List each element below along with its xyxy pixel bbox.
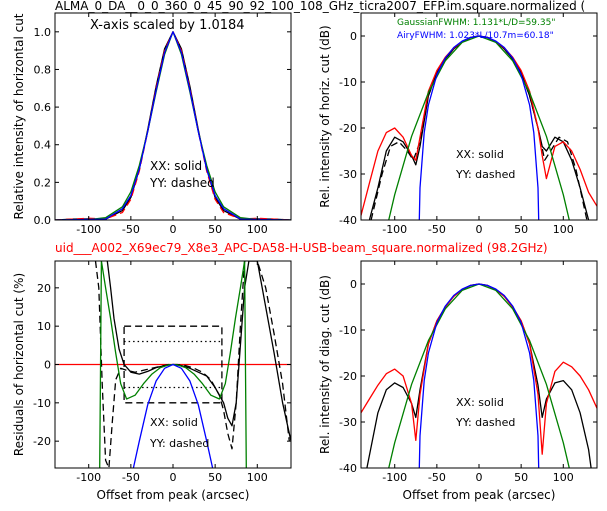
x-tick-label: 100 [553,471,574,484]
label-yy-dashed: YY: dashed [149,176,215,190]
y-axis-label: Rel. intensity of horiz. cut (dB) [318,25,332,207]
x-tick-label: -100 [76,471,101,484]
label-xx-solid: XX: solid [150,416,198,429]
x-tick-label: 50 [514,471,528,484]
series-line-red-dashed [55,31,291,220]
x-tick-label: -100 [76,223,101,236]
y-axis-label: Residuals of horizontal cut (%) [12,273,26,456]
x-tick-label: -50 [428,223,446,236]
x-tick-label: 100 [553,223,574,236]
x-tick-label: 0 [170,471,177,484]
x-tick-label: 0 [476,223,483,236]
series-line-blue-solid [132,363,214,468]
y-tick-label: 0.4 [34,139,52,152]
y-tick-label: 1.0 [34,26,52,39]
series-group [55,31,291,220]
x-tick-label: 50 [514,223,528,236]
x-tick-label: -50 [122,223,140,236]
chart-horiz-db: -100 -50 0 50 100 0 -10 -20 -30 -40 Rel. intensity… [318,12,598,236]
legend-airy: AiryFWHM: 1.023*L/10.7m=60.18" [397,31,554,41]
y-tick-label: 0 [44,359,51,372]
x-tick-label: 100 [247,471,268,484]
series-line-black-solid [55,31,291,220]
series-line-blue-solid [55,31,291,220]
series-line-black-solid [366,283,592,468]
x-axis-label: Offset from peak (arcsec) [97,488,250,502]
y-tick-label: -10 [339,324,357,337]
series-line-black-dashed [370,35,588,220]
series-line-black-solid [368,35,590,220]
chart-diag-db: -100 -50 0 50 100 0 -10 -20 -30 -40 Rel. intensity… [318,260,598,502]
y-tick-label: 0.2 [34,176,52,189]
figure-title-mid: uid___A002_X69ec79_X8e3_APC-DA58-H-USB-b… [55,241,548,255]
series-line-blue-solid [418,35,540,220]
y-tick-label: -20 [339,122,357,135]
y-tick-label: -20 [33,435,51,448]
y-tick-label: -30 [339,416,357,429]
y-tick-label: -40 [339,214,357,227]
y-axis-label: Rel. intensity of diag. cut (dB) [318,275,332,454]
series-line-green-solid [55,31,291,220]
series-group [361,35,597,220]
scale-annotation: X-axis scaled by 1.0184 [90,18,245,33]
label-yy-dashed: YY: dashed [455,168,515,181]
plot-panels: -100 -50 0 50 1000.00.20.40.60.81.0Relative … [12,12,598,502]
label-yy-dashed: YY: dashed [455,416,515,429]
y-tick-label: 0.0 [34,214,52,227]
y-tick-label: 0 [350,278,357,291]
y-tick-label: 0 [350,30,357,43]
y-tick-label: -30 [339,168,357,181]
y-tick-label: 10 [37,320,51,333]
label-yy-dashed: YY: dashed [149,437,209,450]
figure-title-top: ALMA_0_DA__0_0_360_0_45_90_92_100_108_GH… [55,0,585,13]
x-tick-label: 0 [170,223,177,236]
label-xx-solid: XX: solid [456,396,504,409]
x-tick-label: 50 [208,471,222,484]
x-tick-label: 100 [247,223,268,236]
series-line-black-solid [106,261,291,442]
x-tick-label: -50 [122,471,140,484]
y-tick-label: -10 [339,76,357,89]
x-tick-label: -100 [382,223,407,236]
y-tick-label: -40 [339,462,357,475]
y-tick-label: 0.6 [34,101,52,114]
series-group [55,261,291,468]
y-tick-label: 20 [37,282,51,295]
label-xx-solid: XX: solid [150,159,202,173]
x-axis-label: Offset from peak (arcsec) [403,488,556,502]
chart-horiz-linear: -100 -50 0 50 100 0.0 0.2 0.4 0.6 0.8 1.0 Relative … [12,12,292,236]
y-axis-label: Relative intensity of horizontal cut [12,13,26,219]
y-tick-label: -20 [339,370,357,383]
series-line-black-dashed [123,325,223,404]
series-line-black-dashed [94,261,290,468]
y-tick-label: -10 [33,397,51,410]
y-tick-label: 0.8 [34,63,52,76]
label-xx-solid: XX: solid [456,148,504,161]
legend-gaussian: GaussianFWHM: 1.131*L/D=59.35" [397,18,555,28]
x-tick-label: 50 [208,223,222,236]
x-tick-label: -50 [428,471,446,484]
series-line-blue-solid [418,283,540,468]
x-tick-label: -100 [382,471,407,484]
x-tick-label: 0 [476,471,483,484]
series-group [361,283,597,468]
